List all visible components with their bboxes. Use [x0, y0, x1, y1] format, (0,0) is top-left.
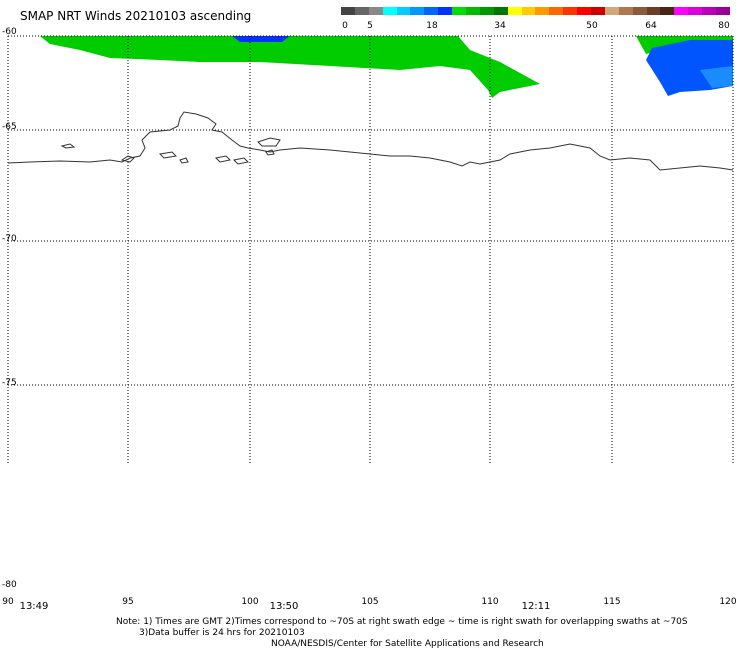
lon-label-105: 105 — [361, 597, 379, 607]
lat-label-75: -75 — [2, 378, 17, 388]
map-title: SMAP NRT Winds 20210103 ascending — [20, 9, 252, 23]
colorbar — [341, 7, 730, 15]
colorbar-segment — [507, 7, 522, 15]
time-label-3: 12:11 — [521, 601, 551, 612]
wind-swath-right-lightblue — [700, 66, 733, 88]
lon-label-115: 115 — [603, 597, 621, 607]
colorbar-segment — [368, 7, 383, 15]
colorbar-segment — [354, 7, 369, 15]
colorbar-segment — [549, 7, 564, 15]
lon-label-95: 95 — [122, 597, 134, 607]
colorbar-segment — [688, 7, 703, 15]
colorbar-segment — [702, 7, 717, 15]
colorbar-segment — [716, 7, 730, 15]
colorbar-label: 5 — [367, 21, 373, 31]
colorbar-segment — [479, 7, 494, 15]
lat-label-70: -70 — [2, 234, 17, 244]
wind-swath-green — [40, 36, 540, 98]
lon-label-110: 110 — [481, 597, 499, 607]
colorbar-segment — [341, 7, 355, 15]
colorbar-segment — [591, 7, 605, 15]
colorbar-segment — [632, 7, 647, 15]
lon-label-90: 90 — [2, 597, 14, 607]
note-line-3: NOAA/NESDIS/Center for Satellite Applica… — [271, 639, 544, 649]
colorbar-label: 80 — [718, 21, 730, 31]
colorbar-segment — [646, 7, 661, 15]
lat-label-60: -60 — [2, 27, 17, 37]
colorbar-segment — [396, 7, 411, 15]
colorbar-label: 50 — [586, 21, 598, 31]
note-line-1: Note: 1) Times are GMT 2)Times correspon… — [116, 617, 688, 627]
time-label-2: 13:50 — [269, 601, 299, 612]
lon-label-120: 120 — [719, 597, 737, 607]
colorbar-segment — [674, 7, 689, 15]
colorbar-label: 64 — [645, 21, 657, 31]
coastline — [7, 111, 734, 171]
lat-label-80: -80 — [2, 580, 17, 590]
colorbar-label: 34 — [494, 21, 506, 31]
colorbar-segment — [660, 7, 675, 15]
grid-lines — [7, 35, 734, 465]
colorbar-segment — [577, 7, 592, 15]
colorbar-segment — [618, 7, 633, 15]
note-line-2: 3)Data buffer is 24 hrs for 20210103 — [139, 628, 305, 638]
colorbar-segment — [466, 7, 480, 15]
wind-swath-blue — [232, 36, 290, 42]
colorbar-segment — [410, 7, 425, 15]
lon-label-100: 100 — [241, 597, 259, 607]
colorbar-segment — [382, 7, 397, 15]
colorbar-segment — [424, 7, 439, 15]
colorbar-segment — [521, 7, 536, 15]
colorbar-segment — [563, 7, 578, 15]
colorbar-segment — [452, 7, 467, 15]
lat-label-65: -65 — [2, 122, 17, 132]
colorbar-label: 0 — [342, 21, 348, 31]
colorbar-segment — [493, 7, 508, 15]
colorbar-segment — [438, 7, 453, 15]
colorbar-segment — [535, 7, 550, 15]
time-label-1: 13:49 — [19, 601, 49, 612]
colorbar-segment — [604, 7, 619, 15]
colorbar-label: 18 — [426, 21, 438, 31]
